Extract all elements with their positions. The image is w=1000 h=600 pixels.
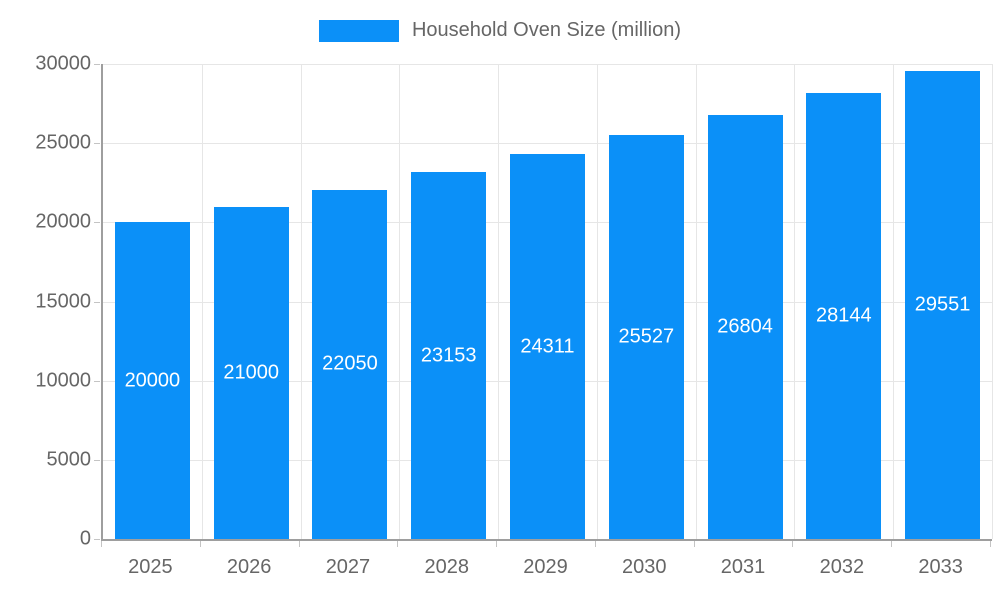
bar-value-label: 29551 <box>914 293 971 316</box>
x-tick-mark <box>496 541 498 547</box>
bar[interactable]: 29551 <box>905 71 981 539</box>
legend-swatch-icon <box>318 19 399 42</box>
x-tick-label: 2028 <box>424 556 469 578</box>
gridline-vertical <box>201 64 203 539</box>
bar-value-label: 21000 <box>223 361 279 384</box>
x-tick-label: 2027 <box>325 556 371 578</box>
gridline-vertical <box>794 64 796 539</box>
x-tick-mark <box>891 541 893 547</box>
y-tick-mark <box>94 222 100 224</box>
x-tick-mark <box>298 541 300 547</box>
bar[interactable]: 22050 <box>312 189 388 539</box>
bar-value-label: 25527 <box>618 325 675 348</box>
y-tick-label: 30000 <box>35 52 91 75</box>
legend-label: Household Oven Size (million) <box>411 19 682 41</box>
y-tick-mark <box>94 143 100 145</box>
gridline-vertical <box>596 64 598 539</box>
x-tick-mark <box>990 541 991 547</box>
y-tick-mark <box>94 380 100 382</box>
x-tick-mark <box>199 541 201 547</box>
gridline-vertical <box>695 64 697 539</box>
bar-value-label: 20000 <box>124 369 181 392</box>
x-tick-label: 2033 <box>918 556 963 578</box>
y-tick-label: 0 <box>79 527 91 550</box>
x-tick-mark <box>101 541 102 547</box>
x-tick-label: 2029 <box>523 556 568 578</box>
x-tick-label: 2031 <box>720 556 766 578</box>
plot-area: 20000 21000 22050 23153 24311 25527 26804 28144… <box>101 64 993 541</box>
x-tick-mark <box>693 541 695 547</box>
x-tick-label: 2025 <box>128 556 173 578</box>
gridline-horizontal <box>103 64 992 65</box>
y-tick-mark <box>94 539 100 540</box>
bar[interactable]: 24311 <box>510 154 585 539</box>
bar-value-label: 24311 <box>520 335 575 358</box>
bar[interactable]: 20000 <box>114 222 190 539</box>
y-tick-label: 10000 <box>35 369 91 392</box>
x-tick-mark <box>397 541 399 547</box>
y-tick-mark <box>94 301 100 303</box>
gridline-vertical <box>300 64 302 539</box>
bar-value-label: 23153 <box>420 344 477 367</box>
bar-value-label: 26804 <box>717 315 773 338</box>
x-tick-label: 2026 <box>226 556 272 578</box>
gridline-vertical <box>498 64 500 539</box>
bar[interactable]: 23153 <box>411 172 487 539</box>
gridline-vertical <box>399 64 401 539</box>
y-tick-label: 20000 <box>35 210 91 233</box>
bar[interactable]: 28144 <box>806 93 882 539</box>
y-tick-mark <box>94 64 100 65</box>
bar-value-label: 28144 <box>816 304 872 327</box>
bar-value-label: 22050 <box>322 352 378 375</box>
bar[interactable]: 26804 <box>707 114 783 539</box>
bar[interactable]: 21000 <box>213 206 289 539</box>
x-tick-mark <box>594 541 596 547</box>
gridline-horizontal <box>103 143 992 145</box>
gridline-vertical <box>992 64 993 539</box>
x-tick-mark <box>792 541 794 547</box>
y-tick-label: 25000 <box>35 131 91 154</box>
x-tick-label: 2030 <box>622 556 667 578</box>
legend[interactable]: Household Oven Size (million) <box>318 19 682 42</box>
y-tick-label: 15000 <box>35 290 91 312</box>
bar[interactable]: 25527 <box>608 134 684 539</box>
gridline-vertical <box>893 64 895 539</box>
y-tick-mark <box>94 459 100 461</box>
y-tick-label: 5000 <box>46 448 92 471</box>
x-tick-label: 2032 <box>819 556 865 578</box>
